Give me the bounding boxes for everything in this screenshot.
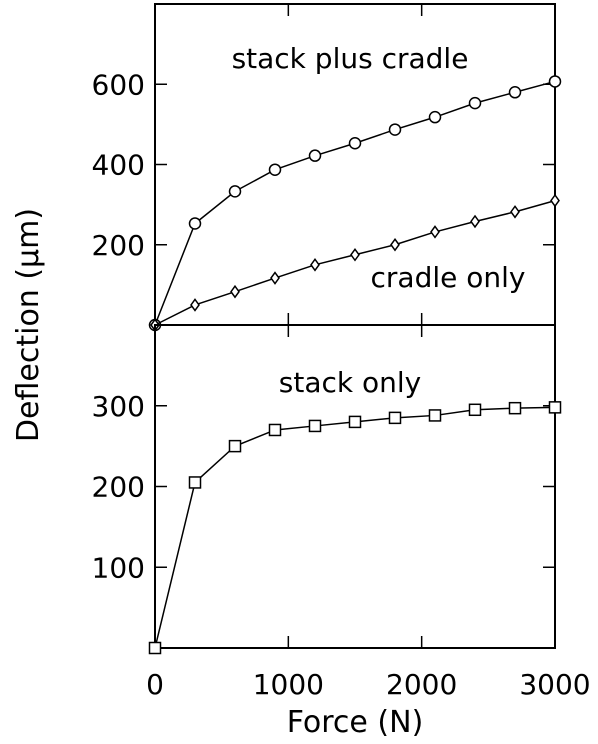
data-point-square bbox=[188, 476, 202, 489]
data-point-square bbox=[148, 641, 162, 655]
data-point-square bbox=[468, 403, 482, 417]
data-point-diamond bbox=[230, 284, 240, 299]
data-point-square bbox=[348, 415, 362, 429]
data-point-circle bbox=[428, 110, 442, 124]
x-tick-label: 1000 bbox=[253, 668, 324, 701]
y-tick-label: 100 bbox=[92, 551, 145, 584]
data-point-circle bbox=[228, 185, 242, 198]
x-tick-label: 3000 bbox=[519, 668, 590, 701]
data-point-square bbox=[388, 411, 402, 425]
data-point-circle bbox=[188, 217, 202, 230]
data-point-circle bbox=[468, 96, 482, 110]
data-point-circle bbox=[388, 123, 402, 136]
data-point-diamond bbox=[310, 258, 320, 272]
data-point-square bbox=[428, 409, 442, 422]
data-point-circle bbox=[548, 75, 562, 88]
series-annotation: stack only bbox=[279, 366, 421, 399]
data-point-circle bbox=[508, 86, 522, 99]
series-line bbox=[154, 406, 556, 649]
data-point-diamond bbox=[190, 298, 200, 312]
data-point-circle bbox=[308, 149, 322, 162]
data-point-diamond bbox=[430, 225, 440, 239]
y-tick-label: 400 bbox=[92, 149, 145, 182]
axis-labels: Force (N) Deflection (μm) bbox=[11, 208, 423, 740]
y-tick-label: 600 bbox=[92, 68, 145, 101]
data-point-diamond bbox=[550, 193, 560, 208]
y-axis-label: Deflection (μm) bbox=[11, 208, 46, 442]
y-tick-label: 200 bbox=[92, 471, 145, 504]
y-tick-label: 300 bbox=[92, 390, 145, 423]
data-point-diamond bbox=[390, 237, 400, 252]
data-point-diamond bbox=[510, 205, 520, 219]
data-point-circle bbox=[348, 136, 362, 150]
series-annotation: stack plus cradle bbox=[232, 42, 469, 75]
panel-stack-plus-cradle: 200 400 600 stack plus cradle cradle only bbox=[92, 3, 562, 332]
data-point-square bbox=[308, 419, 322, 433]
data-point-diamond bbox=[470, 214, 480, 229]
y-tick-label: 200 bbox=[92, 229, 145, 262]
data-point-diamond bbox=[350, 248, 360, 262]
data-point-square bbox=[268, 423, 282, 437]
data-point-diamond bbox=[270, 271, 280, 285]
data-point-square bbox=[228, 439, 242, 453]
series-annotation: cradle only bbox=[371, 261, 526, 294]
x-tick-label: 0 bbox=[146, 668, 164, 701]
data-point-square bbox=[548, 401, 562, 414]
x-axis-label: Force (N) bbox=[287, 705, 424, 740]
data-point-circle bbox=[268, 163, 282, 176]
x-tick-label: 2000 bbox=[386, 668, 457, 701]
data-point-square bbox=[508, 401, 522, 415]
